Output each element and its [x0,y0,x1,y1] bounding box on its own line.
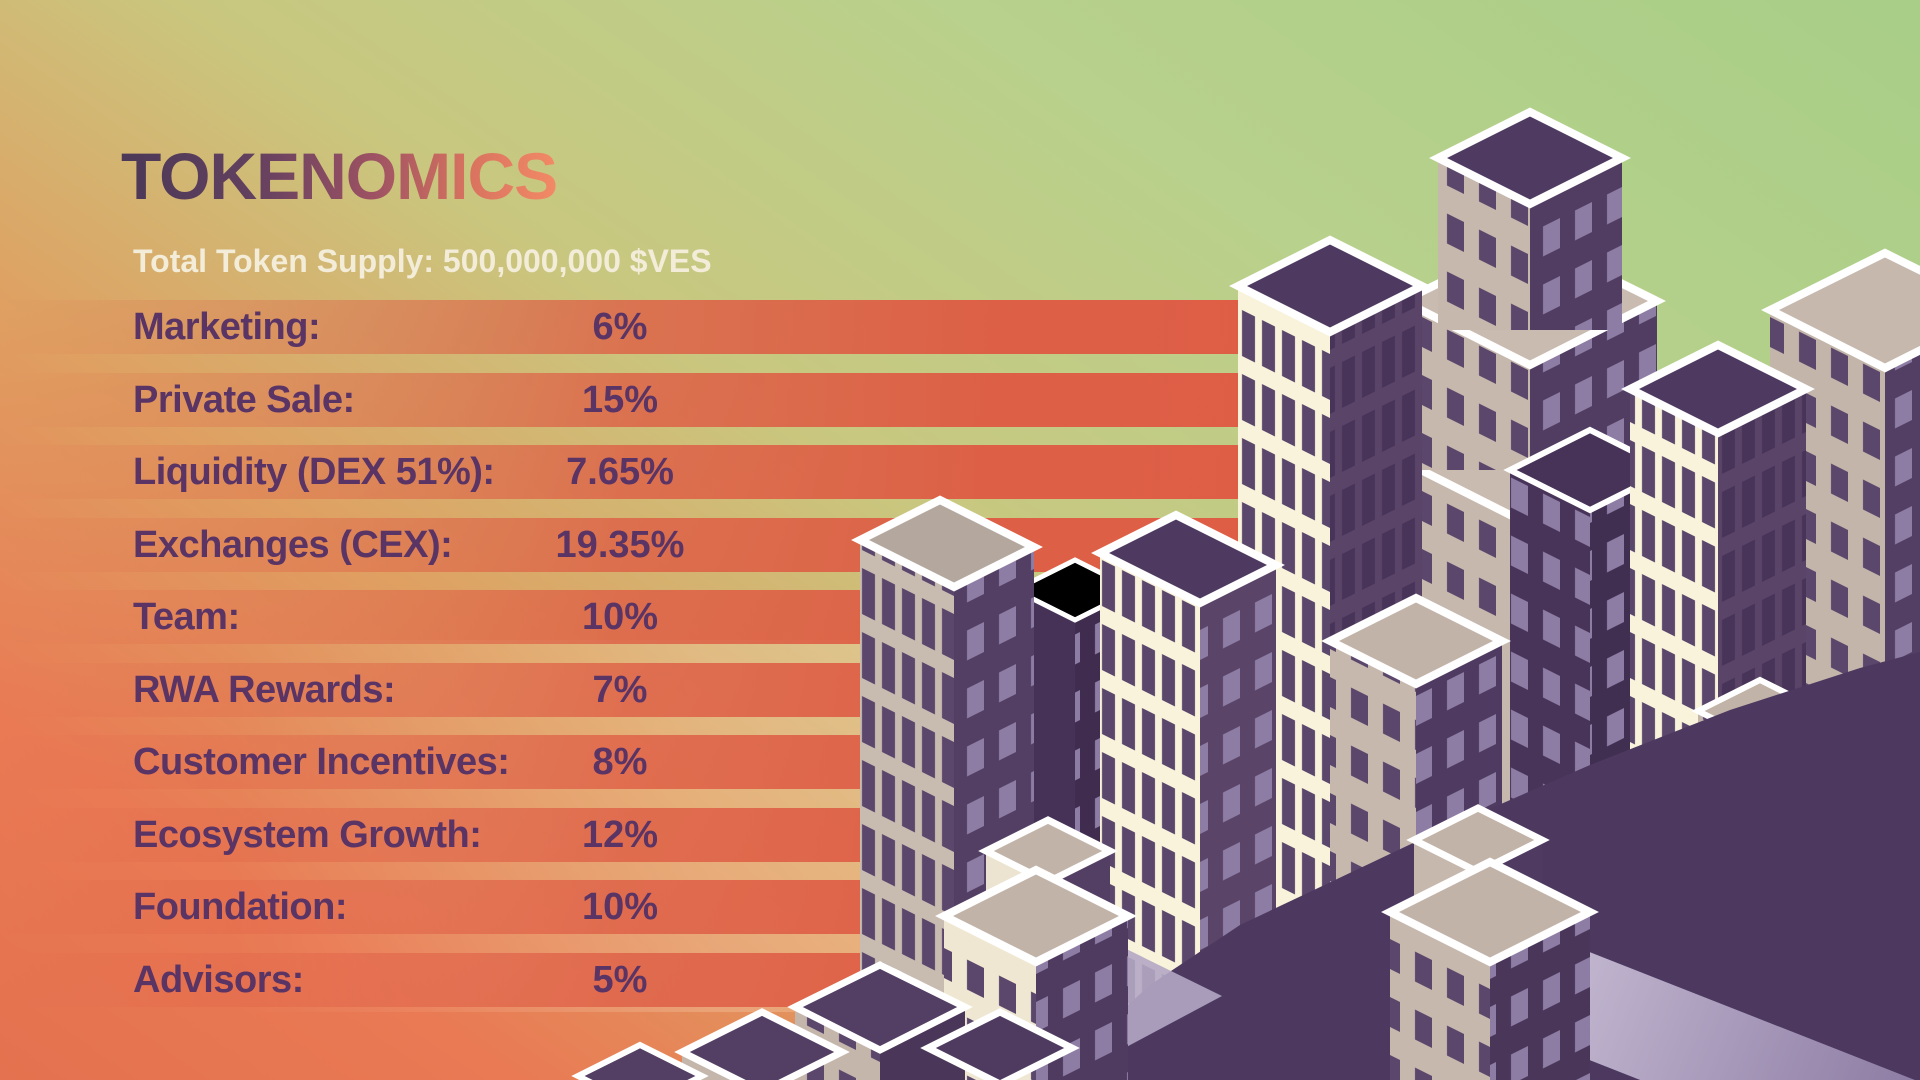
allocation-value: 15% [581,378,659,421]
allocation-label: Marketing: [133,306,321,348]
allocation-label: Liquidity (DEX 51%): [133,451,495,493]
allocation-value: 5% [592,958,648,1001]
page-title: TOKENOMICS [121,139,558,213]
allocation-value: 6% [592,306,648,348]
allocation-value: 8% [592,741,648,783]
allocation-label: Private Sale: [133,378,355,421]
lowrise-right-stepped [1381,804,1599,1080]
allocation-label: Advisors: [133,958,304,1001]
allocation-row: Private Sale: 15% [0,372,1300,427]
allocation-value: 7.65% [566,451,674,493]
allocation-value: 10% [581,886,659,928]
allocation-value: 12% [581,813,659,856]
allocation-label: RWA Rewards: [133,668,396,711]
allocation-label: Customer Incentives: [133,741,510,783]
lowrise-center-roof [920,1008,1080,1080]
lowrise-left-pair [674,961,973,1080]
allocation-label: Foundation: [133,886,347,928]
allocation-label: Exchanges (CEX): [133,523,453,566]
total-supply-subtitle: Total Token Supply: 500,000,000 $VES [133,243,712,279]
allocation-row: Liquidity (DEX 51%): 7.65% [0,445,1300,499]
allocation-row: Marketing: 6% [0,300,1300,354]
allocation-value: 10% [581,596,659,638]
lowrise-tiny-left [571,1041,709,1080]
allocation-value: 7% [592,668,648,711]
allocation-value: 19.35% [555,523,685,566]
allocation-label: Ecosystem Growth: [133,813,482,856]
allocation-label: Team: [133,596,240,638]
